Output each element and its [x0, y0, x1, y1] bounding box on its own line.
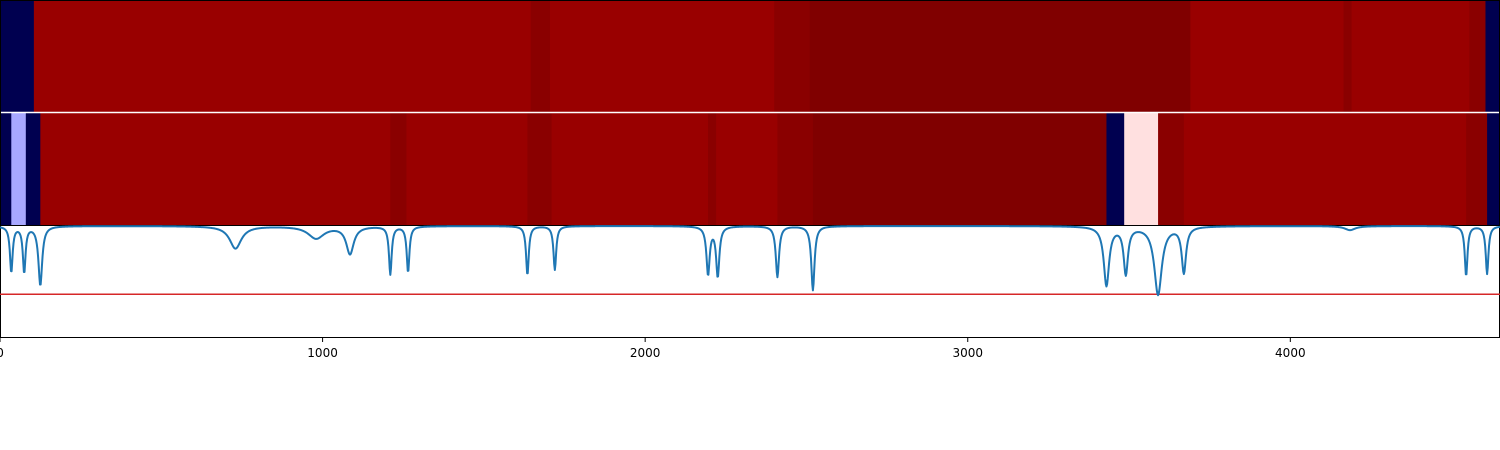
heatmap-cell — [812, 112, 1108, 226]
heatmap-cell — [390, 112, 408, 226]
heatmap-cell — [1343, 0, 1353, 113]
x-tick-label: 1000 — [307, 346, 338, 360]
heatmap-cell — [1487, 112, 1500, 226]
heatmap-cell — [527, 112, 553, 226]
line-panel-frame — [0, 225, 1500, 338]
heatmap-cell — [1190, 0, 1345, 113]
heatmap-cell — [809, 0, 1191, 113]
heatmap-cell — [33, 0, 532, 113]
heatmap-cell — [11, 112, 27, 226]
heatmap-row-1 — [0, 0, 1500, 113]
line-panel — [0, 225, 1500, 338]
heatmap-cell — [1469, 0, 1487, 113]
x-axis: 0 1000 2000 3000 4000 — [0, 338, 1306, 360]
heatmap-cell — [1351, 0, 1470, 113]
heatmap-cell — [530, 0, 551, 113]
x-tick-label: 4000 — [1275, 346, 1306, 360]
heatmap-cell — [40, 112, 391, 226]
signal-line — [0, 225, 1500, 297]
heatmap-cell — [0, 0, 35, 113]
heatmap-cell — [551, 112, 709, 226]
heatmap-row-2 — [0, 112, 1500, 226]
heatmap-cell — [406, 112, 529, 226]
heatmap-cell — [1183, 112, 1467, 226]
heatmap-cell — [550, 0, 775, 113]
heatmap-cell — [25, 112, 41, 226]
heatmap-cell — [777, 112, 814, 226]
x-tick-label: 2000 — [630, 346, 661, 360]
heatmap-cell — [1158, 112, 1185, 226]
heatmap-cell — [716, 112, 779, 226]
heatmap-cell — [1124, 112, 1159, 226]
heatmap-cell — [1485, 0, 1500, 113]
heatmap-cell — [0, 112, 12, 226]
heatmap-cell — [774, 0, 811, 113]
x-tick-label: 3000 — [952, 346, 983, 360]
x-tick-label: 0 — [0, 346, 4, 360]
heatmap-cell — [1466, 112, 1488, 226]
heatmap-cell — [1106, 112, 1125, 226]
heatmap-cell — [708, 112, 717, 226]
